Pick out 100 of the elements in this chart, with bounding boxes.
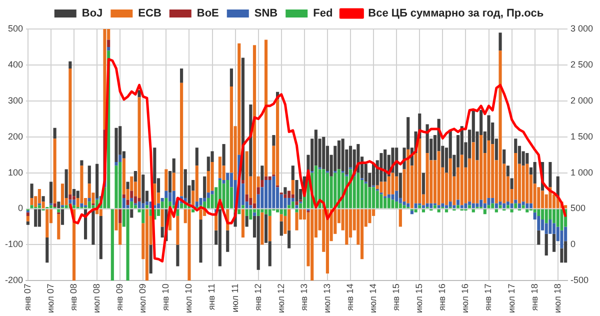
bar <box>526 209 529 212</box>
bar <box>264 40 268 176</box>
bar <box>180 68 184 83</box>
bar <box>168 192 172 202</box>
bar <box>522 166 525 202</box>
y-tick-label: 500 <box>8 23 24 34</box>
bar <box>560 209 564 230</box>
bar <box>291 202 294 208</box>
bar <box>138 202 141 208</box>
bar <box>68 200 72 204</box>
bar <box>130 202 134 208</box>
x-tick-label: янв 09 <box>114 284 125 311</box>
bar <box>268 216 272 242</box>
bar <box>164 190 168 198</box>
bar <box>460 154 464 206</box>
bar <box>291 194 294 198</box>
bar <box>341 138 344 172</box>
bar <box>418 205 422 208</box>
bar <box>441 203 444 207</box>
bar <box>110 209 114 281</box>
bar <box>122 198 126 208</box>
bar <box>464 203 468 208</box>
bar <box>291 180 294 194</box>
bar <box>142 209 145 224</box>
bar <box>226 230 230 252</box>
bar <box>264 176 268 180</box>
bar <box>506 205 510 208</box>
bar <box>156 203 160 208</box>
bar <box>514 153 518 200</box>
legend-label: ECB <box>138 8 162 20</box>
bar <box>249 205 252 208</box>
x-tick-label: июл 16 <box>460 284 470 313</box>
bar <box>245 151 248 194</box>
bar <box>180 203 184 208</box>
bar <box>245 216 248 227</box>
bar <box>291 166 294 180</box>
legend-label: Все ЦБ суммарно за год, Пр.ось <box>368 8 544 20</box>
bar <box>502 149 506 164</box>
bar <box>398 209 402 227</box>
bar <box>145 202 149 206</box>
bar <box>203 176 206 198</box>
bar <box>176 209 180 216</box>
bar <box>68 68 72 194</box>
bar <box>526 153 529 164</box>
bar <box>522 205 525 208</box>
bar <box>206 198 210 208</box>
x-tick-label: янв 13 <box>298 284 309 311</box>
bar <box>510 203 514 208</box>
y2-tick-label: 0 <box>570 239 576 250</box>
bar <box>526 164 529 204</box>
bar <box>284 194 287 198</box>
bar <box>96 164 99 198</box>
bar <box>160 198 164 202</box>
bar <box>398 203 402 208</box>
bar <box>114 166 118 208</box>
bar <box>414 209 418 212</box>
bar <box>176 216 180 245</box>
bar <box>164 169 168 191</box>
bar <box>122 194 126 198</box>
bar <box>556 209 560 227</box>
bar <box>280 221 283 236</box>
bar <box>268 176 272 180</box>
bar <box>126 200 130 206</box>
y-tick-label: 200 <box>8 131 24 142</box>
bar <box>195 166 198 202</box>
bar <box>460 205 464 208</box>
x-tick-label: июл 09 <box>138 284 148 313</box>
bar <box>391 194 394 200</box>
bar <box>372 164 376 186</box>
bar <box>260 209 264 212</box>
bar <box>218 209 222 266</box>
bar <box>468 205 472 208</box>
bar <box>391 200 394 208</box>
bar <box>510 209 514 212</box>
bar <box>107 40 110 47</box>
bar <box>402 205 406 208</box>
legend-label: BoJ <box>82 8 103 20</box>
x-tick-label: июл 08 <box>92 284 102 313</box>
bar <box>99 209 102 216</box>
bar <box>80 160 84 166</box>
bar <box>544 234 548 256</box>
bar <box>256 216 260 270</box>
x-tick-label: июл 10 <box>184 284 194 313</box>
bar <box>142 174 145 204</box>
bar <box>142 203 145 208</box>
bar <box>118 162 122 208</box>
bar <box>487 198 490 206</box>
bar <box>68 61 72 69</box>
bar <box>46 209 49 238</box>
bar <box>126 209 130 281</box>
y-tick-label: -100 <box>5 239 24 250</box>
y2-tick-label: 2 500 <box>570 59 594 70</box>
bar <box>387 176 390 194</box>
bar <box>249 198 252 206</box>
bar <box>437 209 440 212</box>
x-tick-label: июл 12 <box>276 284 286 313</box>
bar <box>92 209 95 245</box>
bar <box>498 205 502 208</box>
y2-tick-label: -500 <box>570 275 588 286</box>
bar <box>337 140 341 170</box>
